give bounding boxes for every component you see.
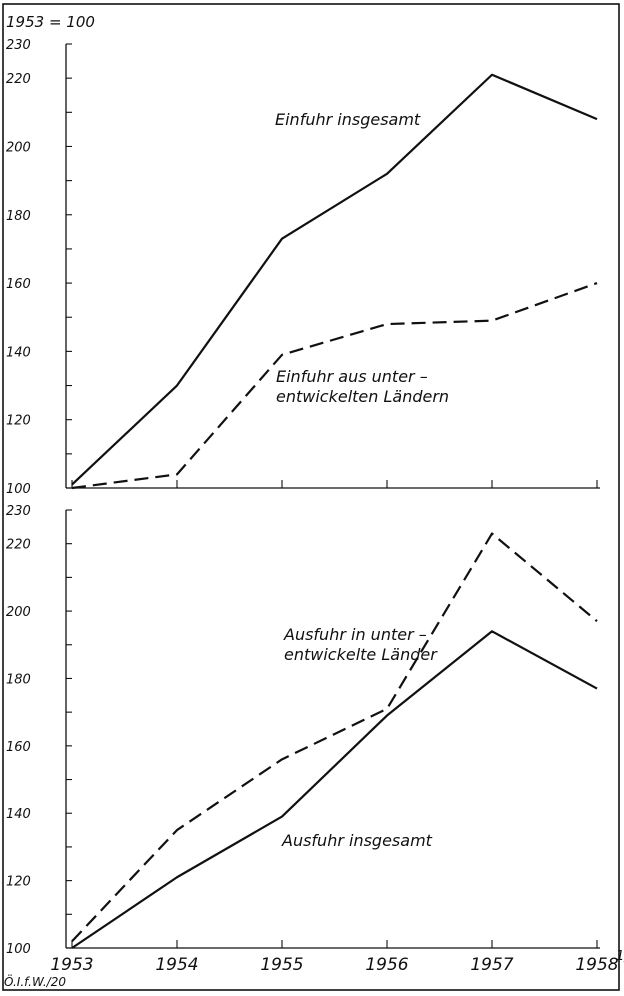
y-tick-label-160: 160 — [6, 740, 31, 755]
footnote-marker: 1) — [616, 949, 624, 964]
y-tick-label-230: 230 — [6, 38, 31, 53]
y-tick-label-120: 120 — [6, 875, 31, 890]
y-tick-label-180: 180 — [6, 672, 31, 687]
y-tick-label-100: 100 — [6, 482, 31, 497]
series-line-dashed — [71, 532, 598, 943]
series-label-imports-total: Einfuhr insgesamt — [275, 110, 421, 129]
chart-frame — [2, 3, 620, 991]
y-tick-label-140: 140 — [6, 345, 31, 360]
y-tick-label-160: 160 — [6, 277, 31, 292]
y-ticks: 100 120 140 160 180 200 220 230 — [6, 504, 72, 957]
x-tick-label-1958: 1958 — [575, 955, 618, 975]
series — [71, 73, 598, 490]
series-label-line: Ausfuhr insgesamt — [281, 831, 433, 850]
series-label-line: Ausfuhr in unter – — [283, 625, 427, 644]
series-label-line: entwickelte Länder — [284, 645, 438, 664]
y-tick-label-200: 200 — [6, 605, 31, 620]
y-tick-label-220: 220 — [6, 538, 31, 553]
series-label-exports-underdeveloped: Ausfuhr in unter – entwickelte Länder — [283, 625, 438, 664]
y-tick-label-220: 220 — [6, 72, 31, 87]
series-label-line: Einfuhr insgesamt — [275, 110, 421, 129]
series-label-line: Einfuhr aus unter – — [276, 367, 428, 386]
y-tick-label-230: 230 — [6, 504, 31, 519]
series-label-imports-underdeveloped: Einfuhr aus unter – entwickelten Ländern — [276, 367, 449, 406]
y-tick-label-100: 100 — [6, 942, 31, 957]
y-ticks: 100 120 140 160 180 200 220 230 — [6, 38, 72, 497]
series-label-line: entwickelten Ländern — [276, 387, 449, 406]
series-line-dashed — [71, 282, 598, 490]
y-tick-label-120: 120 — [6, 414, 31, 429]
upper-panel-imports: 100 120 140 160 180 200 220 230 Einfuhr insgesa… — [6, 38, 600, 497]
x-tick-label-1956: 1956 — [365, 955, 408, 975]
x-tick-label-1955: 1955 — [260, 955, 303, 975]
series-line-solid — [71, 630, 598, 949]
x-tick-label-1954: 1954 — [155, 955, 198, 975]
series-label-exports-total: Ausfuhr insgesamt — [281, 831, 433, 850]
y-tick-label-140: 140 — [6, 807, 31, 822]
x-tick-label-1957: 1957 — [470, 955, 513, 975]
x-ticks — [71, 480, 598, 488]
source-label: Ö.I.f.W./20 — [4, 973, 66, 989]
y-tick-label-180: 180 — [6, 209, 31, 224]
series — [71, 532, 598, 949]
series-line-solid — [71, 73, 598, 486]
y-tick-label-200: 200 — [6, 140, 31, 155]
base-year-label: 1953 = 100 — [6, 13, 95, 31]
x-tick-label-1953: 1953 — [50, 955, 93, 975]
